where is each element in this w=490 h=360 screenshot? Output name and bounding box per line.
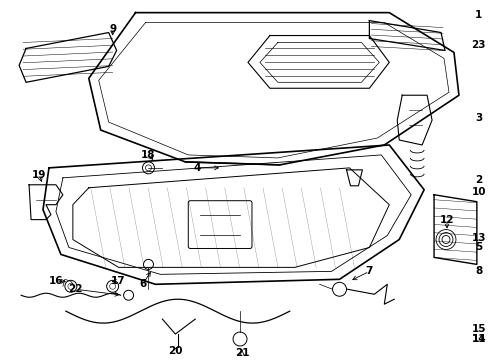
Text: 12: 12 xyxy=(440,215,454,225)
Text: 3: 3 xyxy=(475,113,483,123)
Text: 17: 17 xyxy=(111,276,126,286)
Text: 22: 22 xyxy=(69,284,83,294)
Text: 9: 9 xyxy=(109,23,116,33)
Text: 16: 16 xyxy=(49,276,63,286)
Text: 6: 6 xyxy=(139,279,146,289)
Text: 2: 2 xyxy=(475,175,483,185)
Text: 23: 23 xyxy=(471,40,486,50)
Text: 4: 4 xyxy=(194,163,201,173)
Text: 20: 20 xyxy=(168,346,183,356)
Text: 15: 15 xyxy=(471,324,486,334)
Text: 7: 7 xyxy=(366,266,373,276)
Text: 10: 10 xyxy=(471,187,486,197)
Text: 19: 19 xyxy=(32,170,46,180)
Text: 18: 18 xyxy=(141,150,156,160)
Text: 13: 13 xyxy=(471,233,486,243)
Text: 14: 14 xyxy=(471,334,486,344)
Text: 11: 11 xyxy=(471,334,486,344)
Text: 21: 21 xyxy=(235,348,249,358)
Text: 8: 8 xyxy=(475,266,483,276)
Text: 5: 5 xyxy=(475,243,483,252)
Text: 1: 1 xyxy=(475,10,483,20)
